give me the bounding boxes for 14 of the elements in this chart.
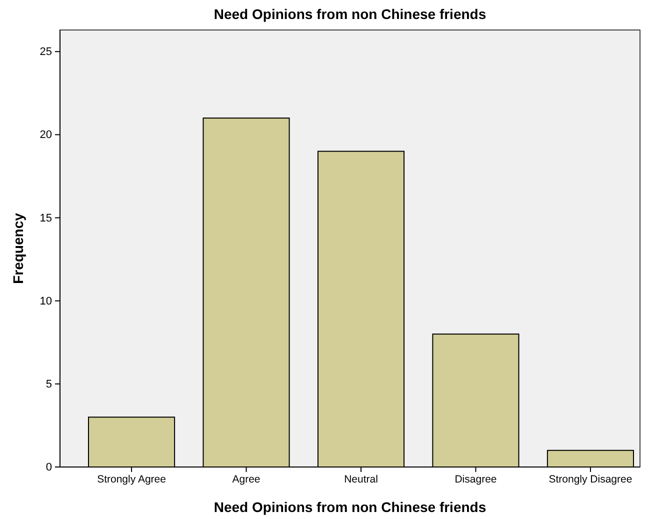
- x-tick-label: Strongly Disagree: [548, 473, 632, 486]
- y-axis-title: Frequency: [10, 212, 26, 284]
- y-tick-label: 15: [40, 212, 52, 224]
- y-tick-label: 25: [40, 46, 52, 58]
- x-tick-label: Strongly Agree: [97, 473, 166, 486]
- y-tick-label: 10: [40, 295, 52, 308]
- y-tick-label: 20: [40, 129, 52, 142]
- x-tick-label: Neutral: [344, 473, 378, 486]
- y-tick-label: 0: [46, 462, 52, 474]
- y-tick-label: 5: [46, 378, 52, 390]
- x-tick-label: Agree: [232, 473, 260, 486]
- x-axis-title: Need Opinions from non Chinese friends: [214, 499, 486, 515]
- x-tick-label: Disagree: [454, 473, 497, 486]
- chart-title: Need Opinions from non Chinese friends: [214, 6, 486, 22]
